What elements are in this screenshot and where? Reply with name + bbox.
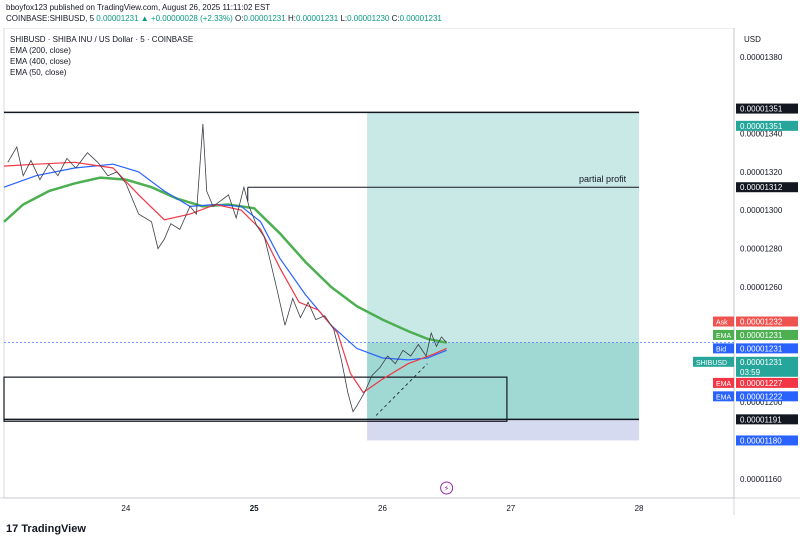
axis-tag-bg: [713, 316, 734, 327]
axis-tag-label: Ask: [716, 320, 728, 327]
high-label: H:: [287, 14, 296, 23]
axis-price-label-bg: [736, 103, 798, 114]
axis-price-label-bg: [736, 182, 798, 193]
event-icon[interactable]: [440, 481, 454, 495]
axis-tag-bg: [713, 391, 734, 402]
axis-price-label: 0.00001351: [740, 122, 783, 131]
y-tick-label: 0.00001300: [740, 206, 783, 215]
axis-tag-label: EMA: [716, 394, 732, 401]
ema-line-2[interactable]: [3, 163, 447, 361]
y-tick-label: 0.00001380: [740, 53, 783, 62]
axis-tag-label: SHIBUSD: [696, 360, 727, 367]
y-tick-label: 0.00001320: [740, 168, 783, 177]
currency-label: USD: [744, 35, 761, 44]
axis-price-label: 0.00001191: [740, 415, 782, 424]
close-value: 0.00001231: [399, 14, 442, 23]
price-change: ▲ +0.00000028 (+2.33%): [140, 14, 233, 23]
x-tick-label: 25: [250, 504, 259, 513]
axis-price-label-bg: [736, 377, 798, 388]
axis-price-label-bg: [736, 356, 798, 377]
x-tick-label: 26: [378, 504, 387, 513]
lightning-icon: ⚡: [444, 484, 450, 493]
tradingview-logo[interactable]: 17 TradingView: [6, 523, 86, 535]
symbol-interval: COINBASE:SHIBUSD, 5: [6, 14, 95, 23]
target-zone[interactable]: [367, 112, 640, 343]
projection-line: [375, 363, 428, 416]
x-tick-label: 27: [506, 504, 515, 513]
low-value: 0.00001230: [347, 14, 390, 23]
axis-tag-bg: [713, 343, 734, 354]
axis-tag-bg: [713, 329, 734, 340]
low-label: L:: [340, 14, 348, 23]
last-price: 0.00001231: [96, 14, 139, 23]
footer: 17 TradingView: [0, 515, 800, 541]
x-tick-label: 24: [121, 504, 130, 513]
open-value: 0.00001231: [243, 14, 286, 23]
y-tick-label: 0.00001260: [740, 283, 783, 292]
chart-header: bboyfox123 published on TradingView.com,…: [0, 0, 800, 28]
ema-line-1[interactable]: [3, 176, 447, 344]
axis-price-label-bg: [736, 329, 798, 340]
price-series-line[interactable]: [7, 123, 447, 413]
legend-ema-400[interactable]: EMA (400, close): [10, 57, 71, 66]
tradingview-logo-icon: 17: [6, 523, 19, 535]
legend-symbol-title[interactable]: SHIBUSD · SHIBA INU / US Dollar · 5 · CO…: [10, 35, 194, 44]
axis-price-label: 0.00001180: [740, 436, 782, 445]
high-value: 0.00001231: [295, 14, 339, 23]
axis-price-label: 0.00001232: [740, 318, 783, 327]
axis-price-label: 0.00001231: [740, 344, 783, 353]
axis-price-label-bg: [736, 316, 798, 327]
stop-zone[interactable]: [367, 419, 640, 441]
demand-box[interactable]: [3, 376, 508, 422]
axis-price-label-bg: [736, 414, 798, 425]
publish-info: bboyfox123 published on TradingView.com,…: [6, 3, 271, 12]
axis-price-label: 0.00001312: [740, 183, 783, 192]
axis-price-label: 0.00001222: [740, 392, 783, 401]
close-label: C:: [391, 14, 400, 23]
axis-countdown-label: 03:59: [740, 368, 761, 377]
axis-tag-label: Bid: [716, 346, 726, 353]
ohlc-bar: COINBASE:SHIBUSD, 5 0.00001231 ▲ +0.0000…: [6, 14, 442, 23]
entry-zone[interactable]: [367, 342, 640, 420]
axis-price-label: 0.00001351: [740, 105, 783, 114]
open-label: O:: [234, 14, 244, 23]
axis-price-label-bg: [736, 435, 798, 446]
axis-tag-label: EMA: [716, 333, 732, 340]
axis-price-label-bg: [736, 343, 798, 354]
price-chart[interactable]: partial profit0.000013800.000013400.0000…: [0, 28, 800, 515]
axis-price-label-bg: [736, 120, 798, 131]
y-tick-label: 0.00001280: [740, 245, 783, 254]
axis-price-label: 0.00001231: [740, 358, 783, 367]
axis-tag-bg: [693, 356, 734, 367]
axis-price-label-bg: [736, 391, 798, 402]
y-tick-label: 0.00001200: [740, 398, 783, 407]
chart-legend: SHIBUSD · SHIBA INU / US Dollar · 5 · CO…: [10, 34, 193, 78]
legend-ema-50[interactable]: EMA (50, close): [10, 68, 67, 77]
axis-price-label: 0.00001227: [740, 379, 783, 388]
x-tick-label: 28: [635, 504, 644, 513]
tradingview-brand-text: TradingView: [21, 523, 86, 535]
axis-tag-bg: [713, 377, 734, 388]
y-tick-label: 0.00001160: [740, 475, 782, 484]
partial-profit-label: partial profit: [579, 174, 627, 184]
legend-ema-200[interactable]: EMA (200, close): [10, 46, 71, 55]
y-tick-label: 0.00001340: [740, 130, 783, 139]
axis-tag-label: EMA: [716, 381, 732, 388]
axis-price-label: 0.00001231: [740, 331, 783, 340]
